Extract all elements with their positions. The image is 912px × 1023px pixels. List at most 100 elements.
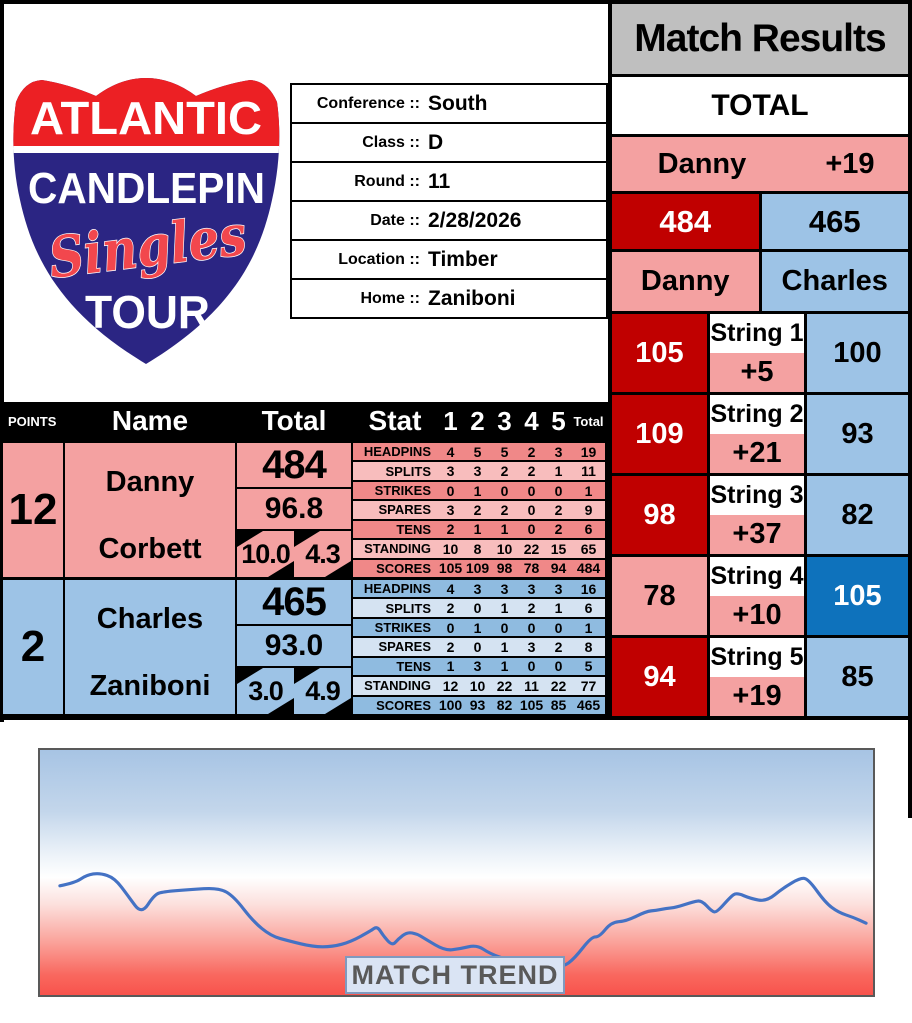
danny-split-left: 10.0: [237, 531, 294, 577]
stat-value: 82: [496, 697, 513, 714]
stat-row-tens: TENS 1 3 1 0 0 5: [353, 657, 605, 676]
stat-value: 2: [554, 501, 563, 518]
stat-label: STRIKES: [374, 483, 431, 499]
stat-value: 0: [500, 482, 509, 499]
stat-row-strikes: STRIKES 0 1 0 0 0 1: [353, 481, 605, 500]
string-col-3-header: 3: [497, 405, 512, 436]
stat-value: 3: [473, 658, 482, 675]
stat-value: 1: [500, 600, 509, 617]
player-stats-table: POINTS Name Total Stat 1 2 3 4 5 Total 1…: [0, 402, 608, 720]
stat-value: 93: [469, 697, 486, 714]
info-row-date: Date :: 2/28/2026: [290, 200, 608, 241]
total-column-header: Total: [261, 405, 327, 436]
string-4-margin: +10: [710, 596, 804, 635]
info-label: Home ::: [360, 289, 420, 307]
total-scores-row: 484 465: [612, 194, 908, 249]
page-border-top: [0, 0, 912, 4]
stat-value: 3: [554, 580, 563, 597]
stat-value: 109: [465, 560, 490, 577]
charles-stat-rows: HEADPINS 4 3 3 3 3 16 SPLITS 2 0 1 2 1 6 STRIKES 0 1 0 0…: [353, 580, 605, 714]
string-3-margin: +37: [710, 515, 804, 554]
charles-last-name: Zaniboni: [65, 659, 235, 714]
info-label: Location ::: [338, 250, 420, 268]
stat-row-spares: SPARES 3 2 2 0 2 9: [353, 501, 605, 519]
stat-value: 1: [473, 521, 482, 538]
stat-value: 85: [550, 697, 567, 714]
stat-row-headpins: HEADPINS 4 5 5 2 3 19: [353, 443, 605, 461]
tour-logo: ATLANTIC CANDLEPIN Singles TOUR: [8, 70, 285, 372]
string-4-mid: String 4 +10: [710, 557, 804, 635]
info-row-location: Location :: Timber: [290, 239, 608, 280]
match-leader-row: Danny +19: [612, 137, 908, 191]
stat-row-scores: SCORES 105 109 98 78 94 484: [353, 559, 605, 577]
stat-total: 77: [580, 677, 597, 694]
stat-total: 5: [584, 658, 593, 675]
stat-value: 2: [527, 443, 536, 460]
tour-shield-icon: ATLANTIC CANDLEPIN Singles TOUR: [13, 78, 280, 364]
player-names-row: Danny Charles: [612, 252, 908, 311]
stat-value: 98: [496, 560, 513, 577]
danny-average: 96.8: [237, 489, 351, 529]
string-col-5-header: 5: [551, 405, 566, 436]
danny-split-stats: 10.0 4.3: [237, 531, 351, 577]
total-section-label: TOTAL: [612, 77, 908, 134]
string-5-margin: +19: [710, 677, 804, 716]
stat-value: 3: [527, 580, 536, 597]
stat-value: 3: [500, 580, 509, 597]
leader-name: Danny: [657, 147, 747, 180]
logo-text-candlepin: CANDLEPIN: [28, 164, 265, 213]
stat-label: SCORES: [376, 560, 431, 576]
stat-value: 0: [527, 521, 536, 538]
string-1-margin: +5: [710, 353, 804, 392]
stat-value: 2: [527, 600, 536, 617]
info-row-conference: Conference :: South: [290, 83, 608, 124]
stat-value: 0: [473, 600, 482, 617]
string-5-row: 94 String 5 +19 85: [612, 638, 908, 716]
match-trend-chart: MATCH TREND: [38, 748, 875, 997]
info-value: South: [428, 91, 488, 115]
string-5-danny-score: 94: [612, 638, 707, 716]
string-col-4-header: 4: [524, 405, 539, 436]
string-1-label: String 1: [710, 314, 804, 353]
stat-value: 3: [473, 463, 482, 480]
logo-text-tour: TOUR: [85, 286, 210, 338]
stat-label: SPLITS: [385, 463, 431, 479]
stat-row-spares: SPARES 2 0 1 3 2 8: [353, 638, 605, 656]
string-3-mid: String 3 +37: [710, 476, 804, 554]
info-label: Class ::: [362, 133, 420, 151]
stat-label: SPARES: [378, 502, 432, 518]
stats-header-row: POINTS Name Total Stat 1 2 3 4 5 Total: [3, 402, 605, 440]
stat-row-standing: STANDING 12 10 22 11 22 77: [353, 677, 605, 695]
string-4-row: 78 String 4 +10 105: [612, 557, 908, 635]
stat-value: 0: [446, 619, 455, 636]
string-5-charles-score: 85: [807, 638, 908, 716]
stat-label: TENS: [396, 521, 431, 537]
stat-value: 4: [446, 443, 455, 460]
stat-value: 0: [527, 658, 536, 675]
string-2-charles-score: 93: [807, 395, 908, 473]
name-column-header: Name: [111, 405, 189, 436]
stat-value: 1: [500, 521, 509, 538]
player-block-charles: 2 Charles Zaniboni 465 93.0 3.0 4.9 HEAD…: [3, 580, 605, 714]
charles-split-right: 4.9: [294, 668, 351, 714]
string-col-1-header: 1: [443, 405, 458, 436]
stat-label: HEADPINS: [363, 581, 431, 597]
stat-label: STRIKES: [374, 620, 431, 636]
points-column-header: POINTS: [8, 413, 57, 429]
charles-total-cell: 465 93.0 3.0 4.9: [237, 580, 351, 714]
stat-label: TENS: [396, 658, 431, 674]
stat-value: 3: [554, 443, 563, 460]
stat-value: 10: [496, 540, 513, 557]
stat-value: 2: [554, 521, 563, 538]
stat-value: 10: [442, 540, 459, 557]
danny-split-right: 4.3: [294, 531, 351, 577]
string-3-charles-score: 82: [807, 476, 908, 554]
stat-value: 0: [554, 619, 563, 636]
danny-last-name: Corbett: [65, 522, 235, 577]
leader-margin: +19: [825, 147, 875, 180]
stat-label: SCORES: [376, 697, 431, 713]
stat-value: 2: [473, 501, 482, 518]
stat-total: 484: [576, 560, 601, 577]
stat-row-strikes: STRIKES 0 1 0 0 0 1: [353, 618, 605, 637]
